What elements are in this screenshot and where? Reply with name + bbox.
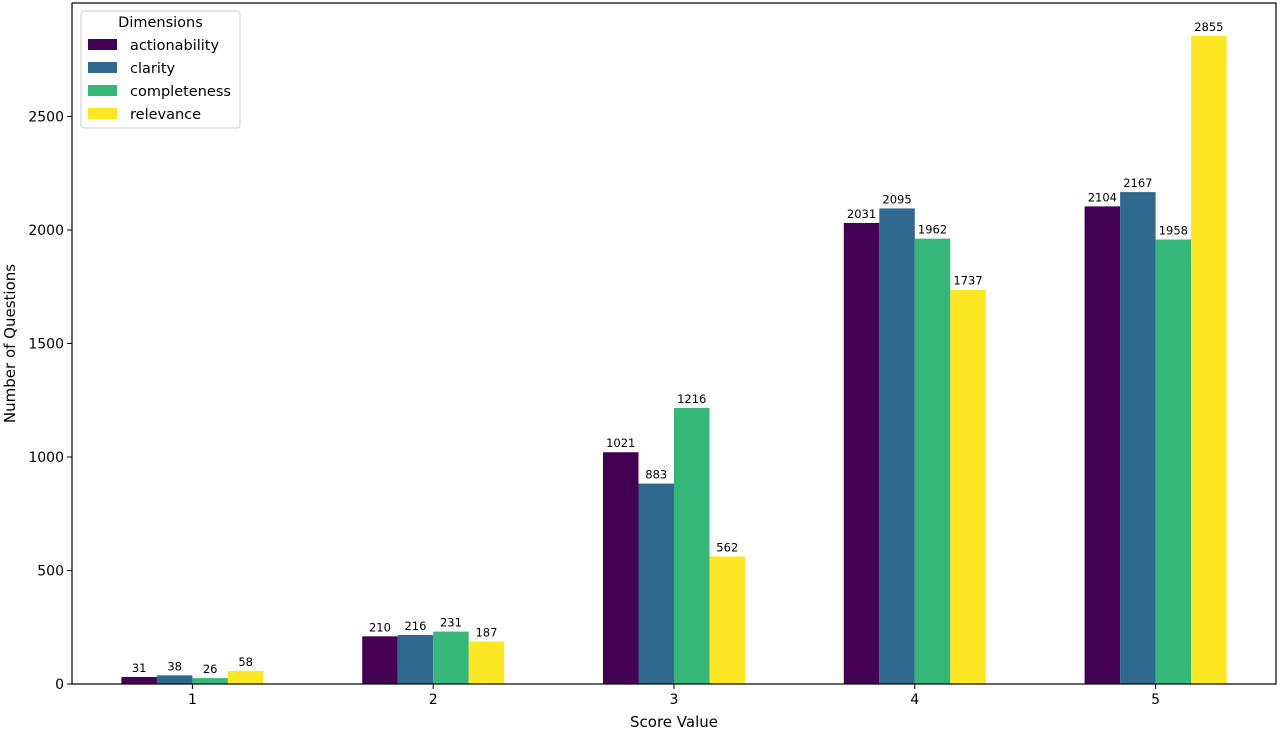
x-axis: 1 2 3 4 5 [188, 684, 1160, 708]
data-label: 1216 [677, 392, 706, 406]
legend-box [80, 10, 241, 129]
bar [121, 676, 157, 684]
y-tick-label: 1500 [28, 337, 64, 353]
legend-swatch [88, 85, 117, 96]
x-tick-label: 5 [1151, 692, 1160, 708]
data-label: 2104 [1088, 190, 1117, 204]
bar [879, 208, 915, 684]
bar [914, 238, 951, 684]
y-tick-label: 2500 [28, 110, 64, 126]
bar [362, 636, 398, 684]
data-label: 1962 [918, 223, 947, 237]
x-tick-label: 2 [429, 692, 438, 708]
data-label: 26 [203, 662, 218, 676]
data-label: 38 [167, 659, 182, 673]
legend: Dimensions actionability clarity completen… [80, 10, 241, 129]
data-label: 210 [369, 620, 391, 634]
bar [192, 678, 228, 684]
data-label: 58 [238, 655, 253, 669]
data-label: 187 [475, 626, 497, 640]
bar [1084, 206, 1121, 684]
y-axis: 0 500 1000 1500 2000 2500 [28, 110, 72, 693]
y-tick-label: 0 [55, 677, 64, 693]
data-label: 1737 [953, 274, 982, 288]
data-label: 1021 [606, 436, 635, 450]
bar [709, 556, 745, 684]
data-label: 2095 [882, 192, 911, 206]
legend-swatch [88, 39, 117, 50]
data-label: 2167 [1123, 176, 1152, 190]
bar [433, 631, 469, 684]
data-label: 31 [132, 661, 147, 675]
y-tick-label: 1000 [28, 450, 64, 466]
bar [1120, 192, 1156, 684]
x-tick-label: 4 [910, 692, 919, 708]
legend-swatch [88, 62, 117, 73]
x-tick-label: 1 [188, 692, 197, 708]
bar [156, 675, 193, 684]
data-labels-layer: 31 38 26 58 210 216 231 187 1021 883 1216 562 2031 20… [132, 20, 1224, 676]
legend-swatch [88, 108, 117, 119]
bars-layer [121, 35, 1227, 685]
bar [603, 452, 639, 684]
y-tick-label: 2000 [28, 223, 64, 239]
bar [638, 483, 674, 684]
data-label: 1958 [1159, 224, 1188, 238]
legend-label: relevance [130, 107, 201, 123]
y-axis-title: Number of Questions [1, 264, 19, 423]
data-label: 216 [404, 619, 426, 633]
bar [950, 289, 986, 684]
x-tick-label: 3 [670, 692, 679, 708]
data-label: 231 [440, 616, 462, 630]
legend-label: clarity [130, 61, 176, 77]
legend-label: completeness [130, 84, 231, 100]
bar [227, 670, 264, 684]
data-label: 883 [645, 468, 667, 482]
x-axis-title: Score Value [630, 713, 718, 731]
data-label: 562 [716, 540, 738, 554]
bar [843, 222, 880, 684]
legend-label: actionability [130, 38, 219, 54]
bar [674, 407, 710, 684]
data-label: 2031 [847, 207, 876, 221]
bar [1155, 239, 1192, 684]
bar [1191, 35, 1227, 685]
legend-title: Dimensions [118, 15, 203, 31]
bar [397, 634, 434, 684]
bar [468, 641, 505, 684]
data-label: 2855 [1194, 20, 1223, 34]
y-tick-label: 500 [37, 564, 64, 580]
